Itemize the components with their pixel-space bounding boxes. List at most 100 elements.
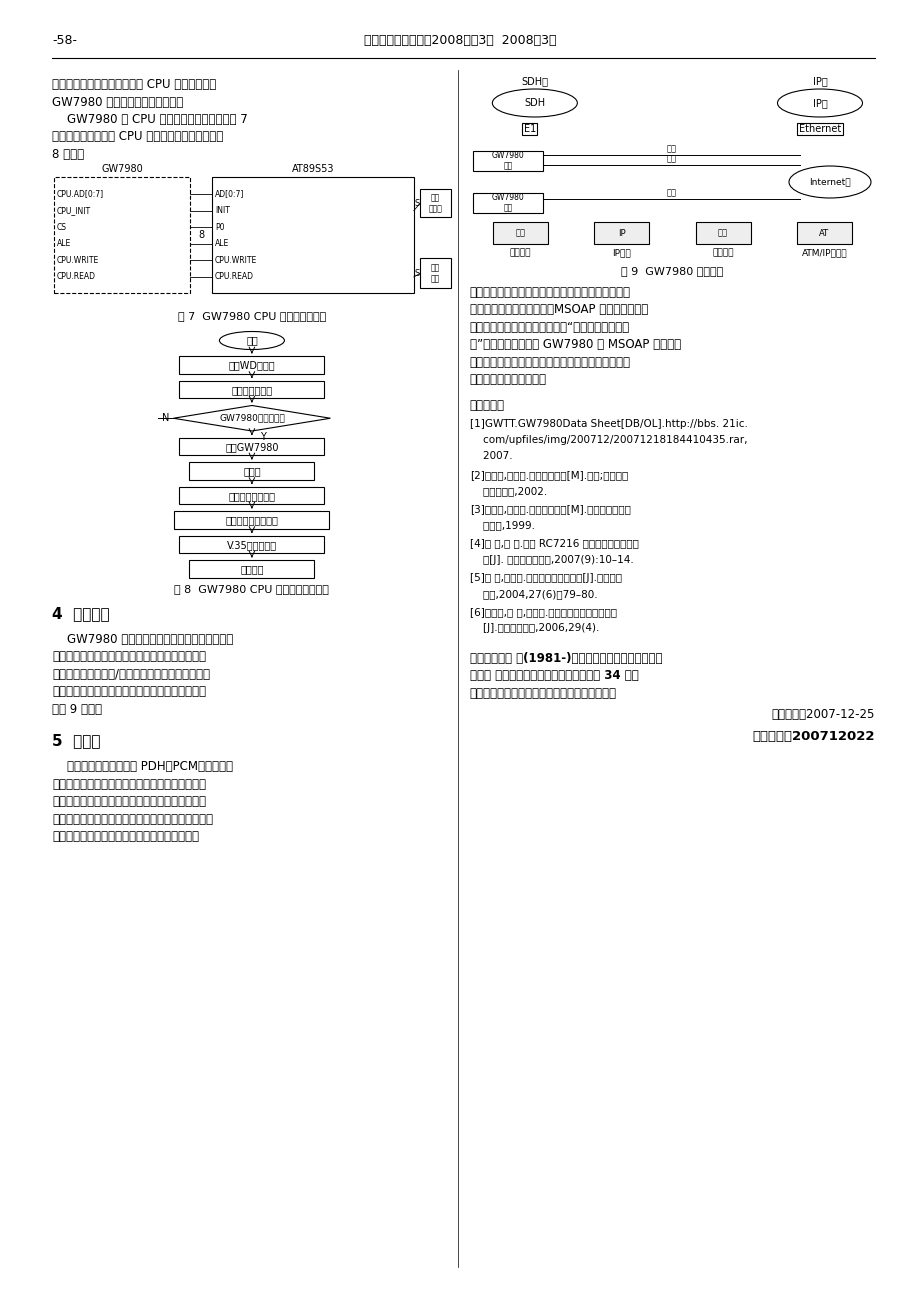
Text: 所助理工程师，从事光通信设备的研究和设计。: 所助理工程师，从事光通信设备的研究和设计。 [470, 686, 616, 699]
Text: 护”的管理需求，基于 GW7980 的 MSOAP 丰富的业: 护”的管理需求，基于 GW7980 的 MSOAP 丰富的业 [470, 339, 680, 352]
Text: Internet网: Internet网 [809, 177, 850, 186]
Text: S: S [414, 270, 420, 279]
Text: 4  应用方案: 4 应用方案 [52, 605, 109, 621]
Text: ALE: ALE [215, 240, 229, 249]
Text: 无线基站: 无线基站 [711, 247, 733, 256]
Text: 市话: 市话 [515, 228, 525, 237]
Text: 基站连接和各种公用/专用网的连接，实现话音、数: 基站连接和各种公用/专用网的连接，实现话音、数 [52, 668, 210, 681]
Text: 传统的接入网传输是由 PDH、PCM、协议转换: 传统的接入网传输是由 PDH、PCM、协议转换 [52, 760, 233, 773]
Text: IP网: IP网 [811, 76, 826, 86]
Text: AT89S53: AT89S53 [291, 164, 334, 174]
Text: CPU.WRITE: CPU.WRITE [57, 256, 99, 264]
Text: 喂狗程序: 喂狗程序 [240, 564, 264, 574]
Text: 传输，可应用于各种交换机之间的信号传输、移动: 传输，可应用于各种交换机之间的信号传输、移动 [52, 651, 206, 664]
Text: IP业务: IP业务 [612, 247, 630, 256]
Text: 稿件编号：200712022: 稿件编号：200712022 [752, 730, 874, 743]
Text: 据、图像等综合业务的系统接入，其主要应用方式: 据、图像等综合业务的系统接入，其主要应用方式 [52, 685, 206, 698]
Text: 开始: 开始 [245, 336, 257, 345]
Text: 备组成链路，因此产品的选型采购需多次才能完: 备组成链路，因此产品的选型采购需多次才能完 [52, 831, 199, 844]
FancyBboxPatch shape [796, 223, 851, 243]
Text: [3]吴贵玉,甘育裕.数字通信原理[M].北京；中国物资: [3]吴贵玉,甘育裕.数字通信原理[M].北京；中国物资 [470, 504, 630, 514]
Text: P0: P0 [215, 223, 224, 232]
Text: 收稿日期：2007-12-25: 收稿日期：2007-12-25 [771, 708, 874, 721]
Text: IP: IP [618, 228, 625, 237]
Text: 学位， 现工作于中国电子科技集团公司第 34 研究: 学位， 现工作于中国电子科技集团公司第 34 研究 [470, 669, 638, 682]
Text: GW7980
设备: GW7980 设备 [491, 193, 524, 212]
Ellipse shape [492, 89, 577, 117]
Text: CPU.READ: CPU.READ [57, 272, 96, 281]
Text: 误码率查询子程序: 误码率查询子程序 [228, 491, 275, 501]
Text: 如图 9 所示。: 如图 9 所示。 [52, 703, 102, 716]
Text: [5]丁 山,刘增基.光纤通信的测量技术[J].现代电子: [5]丁 山,刘增基.光纤通信的测量技术[J].现代电子 [470, 573, 621, 583]
Ellipse shape [789, 165, 870, 198]
FancyBboxPatch shape [594, 223, 649, 243]
Text: 图 9  GW7980 应用方式: 图 9 GW7980 应用方式 [620, 266, 722, 276]
Text: 图 8  GW7980 CPU 控制主程序流程图: 图 8 GW7980 CPU 控制主程序流程图 [175, 585, 329, 594]
Text: 务接口、灵活的配置、光路设计等优点，必将在接入: 务接口、灵活的配置、光路设计等优点，必将在接入 [470, 355, 630, 368]
Text: ALE: ALE [57, 240, 71, 249]
Text: 入网络存在巨大安全隐患。MSOAP 为客户提供多客: 入网络存在巨大安全隐患。MSOAP 为客户提供多客 [470, 303, 647, 316]
Text: 网的使用方面应用广泛。: 网的使用方面应用广泛。 [470, 374, 546, 387]
Text: -58-: -58- [52, 34, 77, 47]
Text: 参考文献：: 参考文献： [470, 398, 505, 411]
Text: 户端的管理架构，支持运维部门“集中管理，分层维: 户端的管理架构，支持运维部门“集中管理，分层维 [470, 322, 630, 335]
Text: CPU.WRITE: CPU.WRITE [215, 256, 257, 264]
Text: S: S [414, 199, 420, 208]
Text: 器、以太网交换机等多种设备组成。运营商无论是: 器、以太网交换机等多种设备组成。运营商无论是 [52, 779, 206, 792]
Text: [4]李 恩,郑 达.基于 RC7216 的以太网桥设计及应: [4]李 恩,郑 达.基于 RC7216 的以太网桥设计及应 [470, 539, 638, 548]
Text: CS: CS [57, 223, 67, 232]
Text: 技术,2004,27(6)：79–80.: 技术,2004,27(6)：79–80. [470, 589, 596, 599]
Text: Ethernet: Ethernet [798, 124, 840, 134]
Text: N: N [162, 413, 169, 423]
Text: V.35设置子程序: V.35设置子程序 [227, 540, 277, 549]
Text: 5  结束语: 5 结束语 [52, 733, 100, 749]
FancyBboxPatch shape [493, 223, 548, 243]
Text: 拨码
开关: 拨码 开关 [430, 264, 439, 284]
FancyBboxPatch shape [472, 193, 542, 214]
Text: 无线: 无线 [718, 228, 727, 237]
Text: 图 7  GW7980 CPU 控制接口连接图: 图 7 GW7980 CPU 控制接口连接图 [177, 311, 325, 322]
Text: CPU.AD[0:7]: CPU.AD[0:7] [57, 190, 104, 199]
Text: SDH网: SDH网 [521, 76, 548, 86]
Text: CPU_INIT: CPU_INIT [57, 206, 91, 215]
Text: [2]颜晓仪,李过琉.光纤通信系统[M].北京;人民邮电: [2]颜晓仪,李过琉.光纤通信系统[M].北京;人民邮电 [470, 470, 628, 479]
Text: 状态
指示灯: 状态 指示灯 [428, 194, 442, 214]
Text: [J].现代电子技术,2006,29(4).: [J].现代电子技术,2006,29(4). [470, 624, 598, 633]
Text: 作者简介：颜 凌(1981-)，男，江苏省高邮市人，学士: 作者简介：颜 凌(1981-)，男，江苏省高邮市人，学士 [470, 651, 662, 664]
Text: 出版社,1999.: 出版社,1999. [470, 521, 534, 530]
Text: 8 所示。: 8 所示。 [52, 148, 84, 161]
Text: GW7980 可将多种业务复接通过光信号远距离: GW7980 可将多种业务复接通过光信号远距离 [52, 633, 233, 646]
Text: 启动WD定时器: 启动WD定时器 [228, 361, 275, 370]
FancyBboxPatch shape [695, 223, 750, 243]
Text: 光纤: 光纤 [665, 154, 675, 163]
Text: 所示，并且给出了其 CPU 控制主程序流程图，如图: 所示，并且给出了其 CPU 控制主程序流程图，如图 [52, 130, 223, 143]
Text: Y: Y [260, 432, 266, 441]
Text: GW7980 的工作模式和使能功能。: GW7980 的工作模式和使能功能。 [52, 95, 183, 108]
Text: 用[J]. 国外电子元器件,2007(9):10–14.: 用[J]. 国外电子元器件,2007(9):10–14. [470, 555, 633, 565]
Text: 市话业务: 市话业务 [509, 247, 530, 256]
Text: [1]GWTT.GW7980Data Sheet[DB/OL].http://bbs. 21ic.: [1]GWTT.GW7980Data Sheet[DB/OL].http://b… [470, 419, 747, 428]
Text: GW7980: GW7980 [101, 164, 142, 174]
Text: 《国外电子元器件》2008年第3期  2008年3月: 《国外电子元器件》2008年第3期 2008年3月 [363, 34, 556, 47]
Text: 光口告警查询子程序: 光口告警查询子程序 [225, 516, 278, 525]
Text: GW7980 的 CPU 控制接口电路连接图如图 7: GW7980 的 CPU 控制接口电路连接图如图 7 [52, 113, 247, 126]
Text: 作状态；通过外部拨码开关经 CPU 控制电路设置: 作状态；通过外部拨码开关经 CPU 控制电路设置 [52, 78, 216, 91]
Text: INIT: INIT [215, 206, 230, 215]
Text: 成；其次，不同厂家的设备，无法统一管理，这对接: 成；其次，不同厂家的设备，无法统一管理，这对接 [470, 286, 630, 299]
Text: com/upfiles/img/200712/20071218184410435.rar,: com/upfiles/img/200712/20071218184410435… [470, 435, 746, 445]
Text: 修，都存在诸多困扰。为满足用户需求，需要不同设: 修，都存在诸多困扰。为满足用户需求，需要不同设 [52, 812, 213, 825]
Text: E1: E1 [523, 124, 536, 134]
Text: AT: AT [819, 228, 829, 237]
Text: 填单片机定时器: 填单片机定时器 [231, 385, 272, 395]
Text: 从产品的选型采购、机房管理还是设备的维护与维: 从产品的选型采购、机房管理还是设备的维护与维 [52, 796, 206, 809]
Text: GW7980自检通过？: GW7980自检通过？ [219, 414, 285, 423]
Text: IP网: IP网 [811, 98, 826, 108]
Text: 8: 8 [198, 230, 204, 241]
Text: AD[0:7]: AD[0:7] [215, 190, 244, 199]
Text: 大学出版社,2002.: 大学出版社,2002. [470, 486, 547, 496]
Text: CPU.READ: CPU.READ [215, 272, 254, 281]
Ellipse shape [777, 89, 862, 117]
Text: [6]刘球颖,李 琳,李瑞华.以太网宽带接入管理技术: [6]刘球颖,李 琳,李瑞华.以太网宽带接入管理技术 [470, 607, 616, 617]
Text: GW7980
设备: GW7980 设备 [491, 151, 524, 171]
FancyBboxPatch shape [472, 151, 542, 171]
